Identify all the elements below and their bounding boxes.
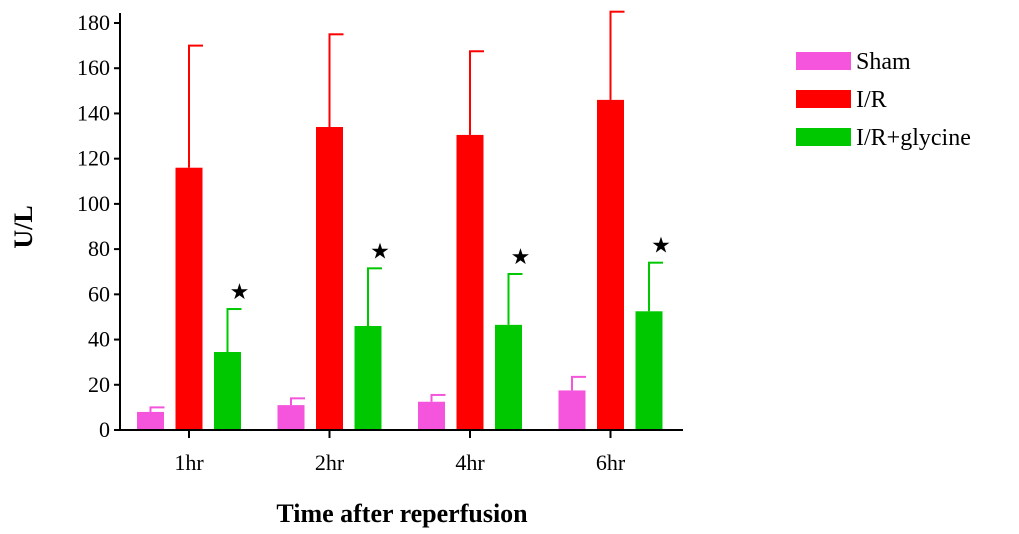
bar (495, 324, 522, 430)
significance-star: ★ (651, 234, 671, 259)
legend: Sham I/R I/R+glycine (796, 49, 971, 151)
y-axis-title: U/L (9, 205, 38, 248)
y-tick-label: 180 (77, 10, 110, 35)
y-tick-label: 60 (88, 281, 110, 306)
bar (354, 325, 382, 430)
legend-swatch (796, 90, 851, 108)
bar (635, 311, 663, 430)
y-tick-label: 160 (77, 55, 110, 80)
x-tick-label: 1hr (174, 450, 204, 475)
bar (214, 351, 241, 430)
x-tick-label: 2hr (315, 450, 345, 475)
legend-label: Sham (856, 49, 911, 75)
y-tick-label: 120 (77, 146, 110, 171)
significance-star: ★ (511, 245, 531, 270)
bar (175, 167, 203, 430)
y-tick-label: 40 (88, 327, 110, 352)
y-tick-label: 0 (99, 417, 110, 442)
x-tick-label: 4hr (455, 450, 485, 475)
significance-star: ★ (370, 239, 390, 264)
legend-swatch (796, 128, 851, 146)
bar (597, 99, 624, 430)
legend-label: I/R+glycine (856, 125, 971, 151)
legend-swatch (796, 52, 851, 70)
bar (277, 405, 305, 430)
bar (316, 127, 343, 430)
y-tick-label: 140 (77, 100, 110, 125)
significance-star: ★ (230, 280, 250, 305)
y-tick-label: 20 (88, 372, 110, 397)
bar (418, 401, 445, 430)
legend-label: I/R (856, 87, 887, 113)
bar (456, 134, 484, 431)
bar (137, 411, 164, 430)
y-tick-label: 80 (88, 236, 110, 261)
bar (558, 390, 586, 430)
y-tick-label: 100 (77, 191, 110, 216)
x-axis-title: Time after reperfusion (276, 499, 528, 528)
x-tick-label: 6hr (596, 450, 626, 475)
